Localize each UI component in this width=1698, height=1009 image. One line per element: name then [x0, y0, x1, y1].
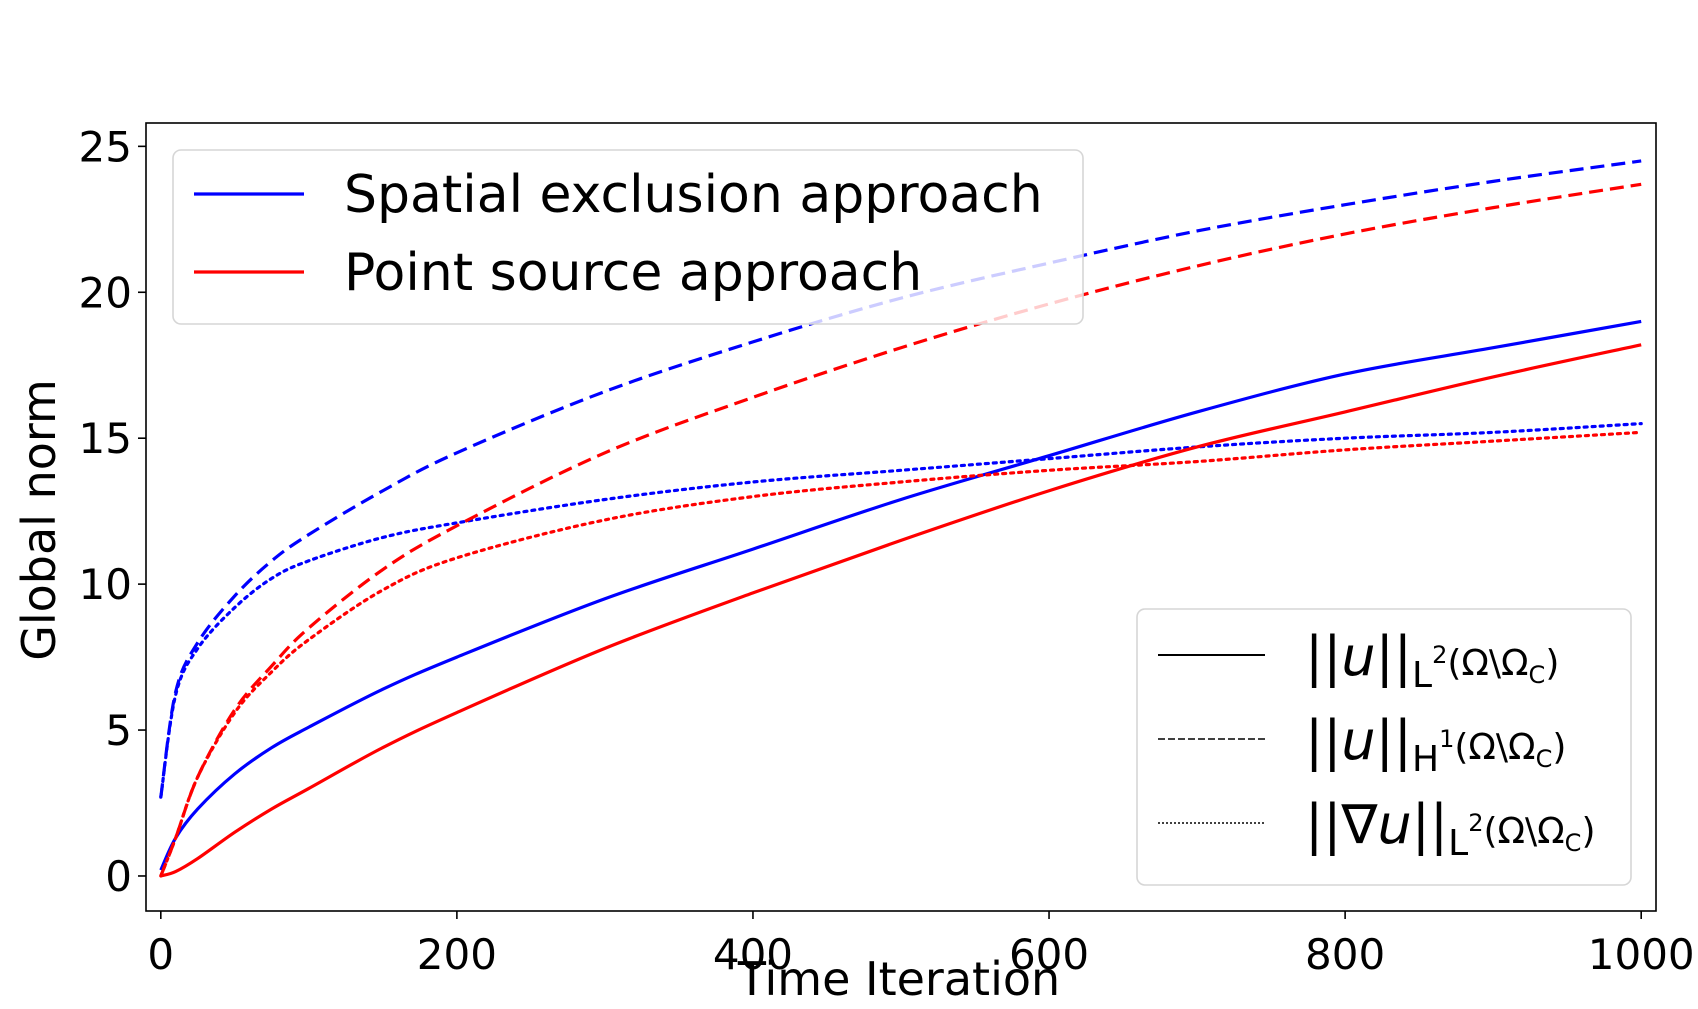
x-tick-label: 0 — [147, 930, 174, 979]
series-layer — [159, 159, 1643, 878]
series-spatial-grad — [159, 422, 1643, 799]
series-point-h1 — [159, 182, 1642, 877]
y-tick-label: 15 — [79, 414, 132, 463]
series-point-l2 — [160, 343, 1642, 878]
y-tick-label: 5 — [105, 706, 132, 755]
approach-legend-frame — [172, 149, 1084, 325]
x-tick-label: 400 — [713, 930, 793, 979]
series-point-grad — [159, 430, 1643, 878]
y-axis-label: Global norm — [12, 379, 66, 661]
x-tick-label: 800 — [1305, 930, 1385, 979]
y-tick-label: 0 — [105, 852, 132, 901]
norm-legend: ||u||L2(Ω\ΩC) ||u||H1(Ω\ΩC) ||∇u||L2(Ω\ΩC) — [1136, 608, 1632, 886]
y-tick-label: 10 — [79, 560, 132, 609]
y-tick-label: 20 — [79, 268, 132, 317]
x-tick-label: 1000 — [1588, 930, 1695, 979]
legend-norm-label-solid: ||u||L2(Ω\ΩC) — [1305, 625, 1559, 696]
legend-norm-label-dotted: ||∇u||L2(Ω\ΩC) — [1305, 793, 1595, 864]
norm-legend-frame — [1136, 608, 1632, 886]
legend-label-spatial: Spatial exclusion approach — [344, 165, 1043, 225]
legend-label-point: Point source approach — [344, 243, 922, 303]
x-axis-label: Time Iteration — [737, 952, 1060, 1006]
legend-norm-label-dashed: ||u||H1(Ω\ΩC) — [1305, 709, 1566, 780]
series-spatial-h1 — [159, 159, 1642, 798]
plot-frame — [145, 122, 1657, 912]
approach-legend: Spatial exclusion approach Point source a… — [172, 149, 1084, 325]
axes: 0 200 400 600 800 1000 0 5 10 15 20 25 — [79, 122, 1695, 979]
series-spatial-l2 — [159, 319, 1642, 871]
x-tick-label: 200 — [417, 930, 497, 979]
x-tick-label: 600 — [1009, 930, 1089, 979]
y-tick-label: 25 — [79, 122, 132, 171]
